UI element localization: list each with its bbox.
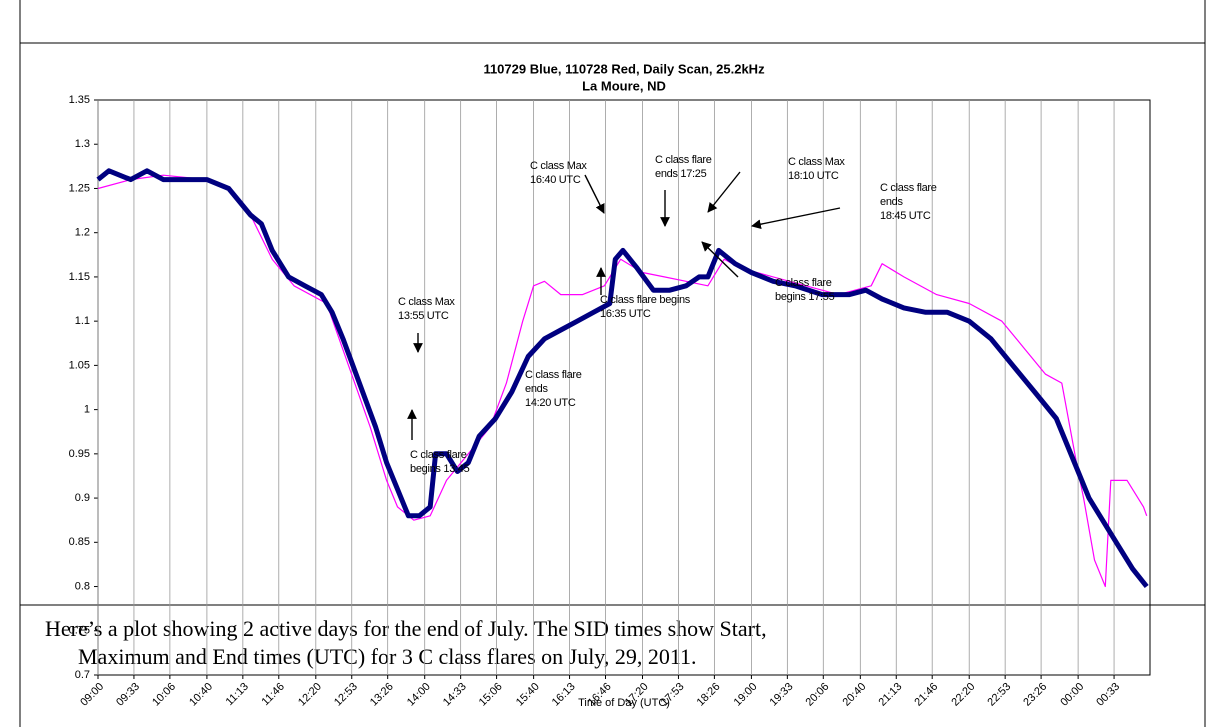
y-tick-label: 1.15 [69,271,90,283]
annotation-arrow [584,174,605,214]
caption: Here’s a plot showing 2 active days for … [45,616,767,641]
annotation: 18:45 UTC [880,210,931,222]
annotation: C class flare [655,154,712,166]
x-tick-label: 10:06 [150,681,178,709]
annotation: ends 17:25 [655,168,707,180]
y-tick-label: 1.35 [69,94,90,106]
annotation: 13:55 UTC [398,310,449,322]
x-tick-label: 12:20 [296,681,324,709]
x-tick-label: 21:46 [912,681,940,709]
x-tick-label: 09:00 [78,681,106,709]
x-tick-label: 21:13 [876,681,904,709]
y-tick-label: 0.95 [69,448,90,460]
annotation: C class flare [525,369,582,381]
annotation: begins 17:55 [775,291,835,303]
y-tick-label: 1.05 [69,359,90,371]
y-tick-label: 0.7 [75,669,90,681]
chart-title: 110729 Blue, 110728 Red, Daily Scan, 25.… [483,61,765,76]
chart-title: La Moure, ND [582,78,666,93]
y-tick-label: 1.3 [75,138,90,150]
annotation: begins 13:45 [410,463,470,475]
y-tick-label: 1.2 [75,227,90,239]
annotation: 16:40 UTC [530,174,581,186]
annotation: C class Max [530,160,587,172]
x-tick-label: 19:33 [768,681,796,709]
annotation-arrow [707,171,741,213]
x-tick-label: 19:00 [732,681,760,709]
annotation: C class Max [788,156,845,168]
x-tick-label: 12:53 [332,681,360,709]
x-tick-label: 14:33 [441,681,469,709]
annotation: 18:10 UTC [788,170,839,182]
x-tick-label: 09:33 [114,681,142,709]
x-tick-label: 17:53 [659,681,687,709]
annotation-arrow [701,241,739,278]
x-tick-label: 14:00 [405,681,433,709]
y-tick-label: 0.9 [75,492,90,504]
annotation: ends [880,196,903,208]
annotation: C class Max [398,296,455,308]
series-line [97,174,1148,588]
annotation: ends [525,383,548,395]
x-tick-label: 16:13 [550,681,578,709]
x-tick-label: 11:46 [260,681,287,708]
x-tick-label: 22:20 [949,681,977,709]
annotation: C class flare [775,277,832,289]
x-tick-label: 10:40 [187,681,215,709]
annotation: 16:35 UTC [600,308,651,320]
annotation: C class flare begins [600,294,691,306]
y-tick-label: 1.1 [75,315,90,327]
x-axis-label: Time of Day (UTC) [578,697,670,709]
x-tick-label: 13:26 [368,681,396,709]
x-tick-label: 15:40 [514,681,542,709]
x-tick-label: 20:06 [804,681,832,709]
x-tick-label: 22:53 [985,681,1013,709]
x-tick-label: 15:06 [477,681,505,709]
y-tick-label: 1 [84,404,90,416]
y-tick-label: 0.85 [69,536,90,548]
y-tick-label: 0.8 [75,580,90,592]
x-tick-label: 20:40 [841,681,869,709]
annotation: C class flare [410,449,467,461]
x-tick-label: 11:13 [224,681,251,708]
plot-frame [97,99,1151,676]
y-tick-label: 1.25 [69,182,90,194]
annotation: C class flare [880,182,937,194]
x-tick-label: 23:26 [1021,681,1049,709]
x-tick-label: 18:26 [695,681,723,709]
x-tick-label: 00:33 [1094,681,1122,709]
x-tick-label: 00:00 [1058,681,1086,709]
series-line [96,168,1149,589]
y-tick-label: 0.75 [69,625,90,637]
annotation-arrow [751,207,841,230]
annotation: 14:20 UTC [525,397,576,409]
